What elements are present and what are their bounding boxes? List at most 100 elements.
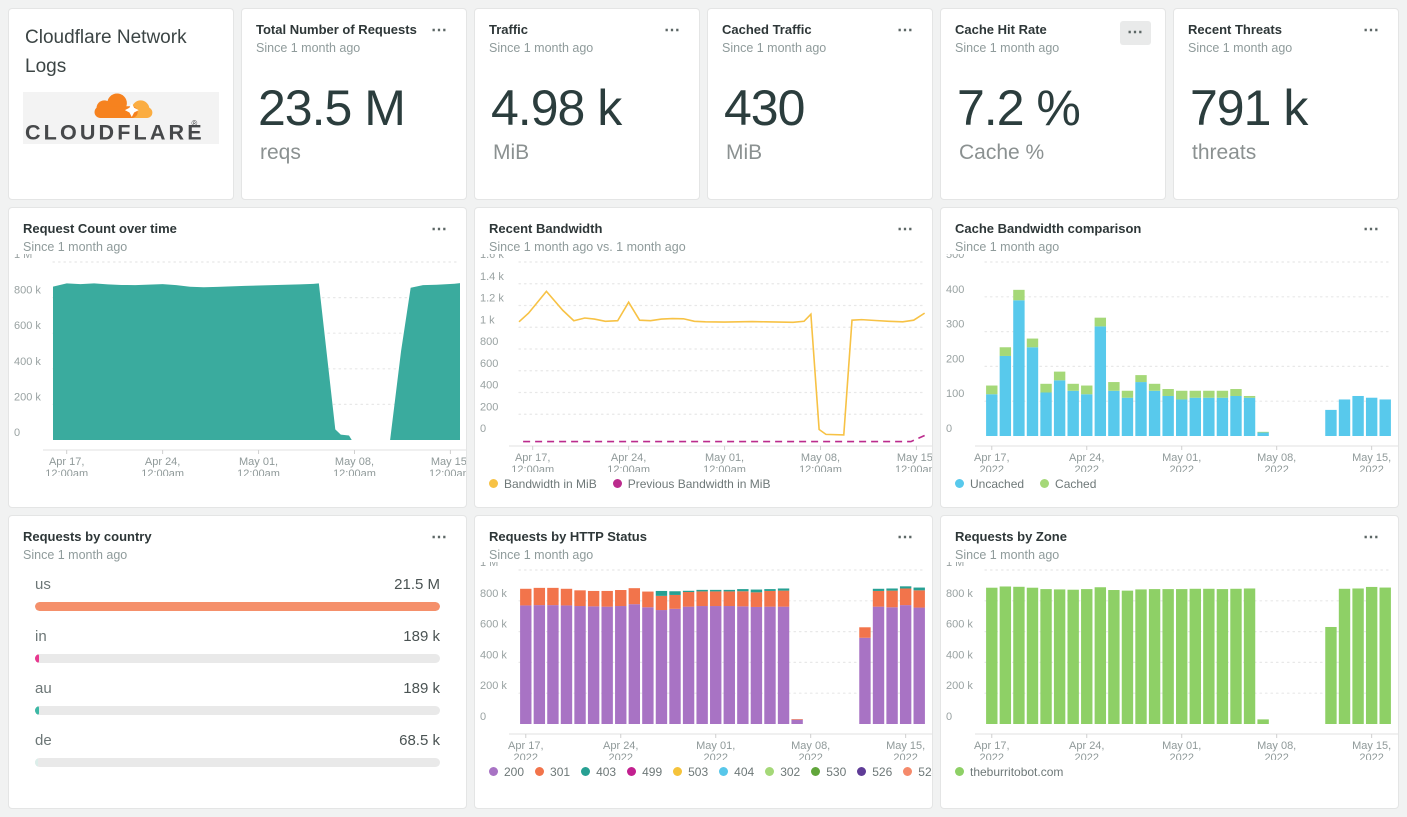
legend-item[interactable]: 524	[903, 765, 932, 779]
svg-text:2022: 2022	[1169, 464, 1193, 472]
legend-dot-icon	[955, 767, 964, 777]
legend-item[interactable]: 302	[765, 765, 800, 779]
svg-text:800 k: 800 k	[480, 587, 507, 599]
legend-item[interactable]: 530	[811, 765, 846, 779]
country-bar-track	[35, 757, 440, 767]
billboard-value: 791 k	[1190, 79, 1308, 136]
legend-item[interactable]: 404	[719, 765, 754, 779]
svg-text:2022: 2022	[1264, 752, 1288, 760]
panel-menu-button[interactable]: ⋯	[1363, 22, 1380, 39]
panel-menu-button[interactable]: ⋯	[1363, 529, 1380, 546]
panel-title: Request Count over time	[23, 221, 177, 236]
panel-menu-button[interactable]: ⋯	[897, 22, 914, 39]
svg-text:12:00am: 12:00am	[799, 464, 842, 472]
svg-text:200: 200	[946, 353, 964, 365]
legend-item[interactable]: 499	[627, 765, 662, 779]
billboard-unit: MiB	[726, 140, 763, 164]
panel-recent-threats: Recent Threats Since 1 month ago ⋯ 791 k…	[1173, 8, 1399, 200]
country-label: au	[35, 679, 52, 697]
svg-text:May 08,: May 08,	[801, 452, 840, 464]
svg-text:Apr 24,: Apr 24,	[603, 740, 638, 752]
legend-item[interactable]: 200	[489, 765, 524, 779]
svg-text:12:00am: 12:00am	[333, 468, 376, 476]
http-status-legend: 200 301 403 499 503 404 302 530 526 524	[475, 760, 932, 779]
panel-subtitle: Since 1 month ago	[955, 547, 1060, 562]
legend-label: Bandwidth in MiB	[504, 476, 597, 491]
svg-text:May 15,: May 15,	[431, 456, 466, 468]
country-row: au 189 k	[35, 680, 440, 715]
svg-text:400 k: 400 k	[480, 649, 507, 661]
svg-text:800 k: 800 k	[946, 587, 973, 599]
svg-text:Apr 24,: Apr 24,	[611, 452, 646, 464]
legend-label: Previous Bandwidth in MiB	[627, 476, 771, 491]
panel-menu-button[interactable]: ⋯	[1363, 221, 1380, 238]
panel-subtitle: Since 1 month ago	[955, 40, 1060, 55]
billboard-unit: threats	[1192, 140, 1257, 164]
svg-text:2022: 2022	[798, 752, 822, 760]
panel-menu-button[interactable]: ⋯	[1120, 21, 1151, 45]
panel-title: Recent Threats	[1188, 22, 1282, 37]
panel-menu-button[interactable]: ⋯	[664, 22, 681, 39]
panel-menu-button[interactable]: ⋯	[431, 221, 448, 238]
legend-label: 503	[688, 764, 709, 779]
svg-text:0: 0	[14, 427, 20, 439]
country-value: 189 k	[403, 627, 440, 645]
legend-label: Uncached	[970, 476, 1025, 491]
panel-traffic: Traffic Since 1 month ago ⋯ 4.98 k MiB	[474, 8, 700, 200]
svg-text:2022: 2022	[703, 752, 727, 760]
svg-text:12:00am: 12:00am	[511, 464, 554, 472]
svg-text:May 01,: May 01,	[1162, 452, 1201, 464]
panel-subtitle: Since 1 month ago	[256, 40, 361, 55]
panel-menu-button[interactable]: ⋯	[897, 529, 914, 546]
legend-dot-icon	[1040, 479, 1050, 489]
svg-text:2022: 2022	[893, 752, 917, 760]
legend-item[interactable]: 526	[857, 765, 892, 779]
svg-text:May 08,: May 08,	[1257, 452, 1296, 464]
http-status-chart: 1 M 800 k 600 k 400 k 200 k 0 Apr 17, 2022 Apr 2…	[475, 557, 932, 764]
panel-menu-button[interactable]: ⋯	[431, 22, 448, 39]
svg-text:CLOUDFLARE: CLOUDFLARE	[25, 119, 205, 143]
panel-subtitle: Since 1 month ago	[1188, 40, 1293, 55]
legend-item[interactable]: Uncached	[955, 477, 1024, 491]
svg-text:2022: 2022	[514, 752, 538, 760]
legend-item[interactable]: Cached	[1040, 477, 1096, 491]
panel-requests-by-http-status: Requests by HTTP Status Since 1 month ag…	[474, 515, 933, 809]
legend-dot-icon	[489, 767, 498, 777]
svg-text:12:00am: 12:00am	[237, 468, 280, 476]
svg-text:300: 300	[946, 318, 964, 330]
legend-label: Cached	[1055, 476, 1097, 491]
panel-menu-button[interactable]: ⋯	[897, 221, 914, 238]
panel-cloudflare-logo: Cloudflare Network Logs CLOUDFLARE ®	[8, 8, 234, 200]
svg-text:May 08,: May 08,	[1257, 740, 1296, 752]
cloudflare-logo-icon: CLOUDFLARE ®	[25, 93, 205, 144]
billboard-unit: reqs	[260, 140, 301, 164]
svg-text:2022: 2022	[1169, 752, 1193, 760]
panel-recent-bandwidth: Recent Bandwidth Since 1 month ago vs. 1…	[474, 207, 933, 508]
svg-text:May 01,: May 01,	[696, 740, 735, 752]
panel-menu-button[interactable]: ⋯	[431, 529, 448, 546]
legend-item[interactable]: 403	[581, 765, 616, 779]
request-count-chart: 1 M 800 k 600 k 400 k 200 k 0 Apr 17, 12:00am Ap…	[9, 249, 466, 480]
svg-text:12:00am: 12:00am	[703, 464, 746, 472]
billboard-row: Cloudflare Network Logs CLOUDFLARE ® Tot…	[8, 8, 1399, 200]
svg-text:2022: 2022	[1359, 752, 1383, 760]
cache-bandwidth-legend: Uncached Cached	[941, 472, 1398, 491]
legend-item[interactable]: theburritobot.com	[955, 765, 1063, 779]
legend-item[interactable]: 301	[535, 765, 570, 779]
legend-item[interactable]: Previous Bandwidth in MiB	[612, 476, 771, 491]
bottom-chart-row: Requests by country Since 1 month ago ⋯ …	[8, 515, 1399, 809]
country-row: de 68.5 k	[35, 732, 440, 767]
panel-title: Requests by Zone	[955, 529, 1067, 544]
country-value: 21.5 M	[394, 575, 440, 593]
svg-text:600 k: 600 k	[480, 618, 507, 630]
svg-text:12:00am: 12:00am	[45, 468, 88, 476]
country-bar-track	[35, 705, 440, 715]
legend-item[interactable]: 503	[673, 765, 708, 779]
panel-subtitle: Since 1 month ago	[489, 547, 594, 562]
svg-text:2022: 2022	[609, 752, 633, 760]
country-bar-fill	[35, 601, 440, 611]
country-bar-track	[35, 601, 440, 611]
panel-subtitle: Since 1 month ago	[722, 40, 827, 55]
svg-text:0: 0	[946, 711, 952, 723]
legend-item[interactable]: Bandwidth in MiB	[489, 477, 597, 491]
